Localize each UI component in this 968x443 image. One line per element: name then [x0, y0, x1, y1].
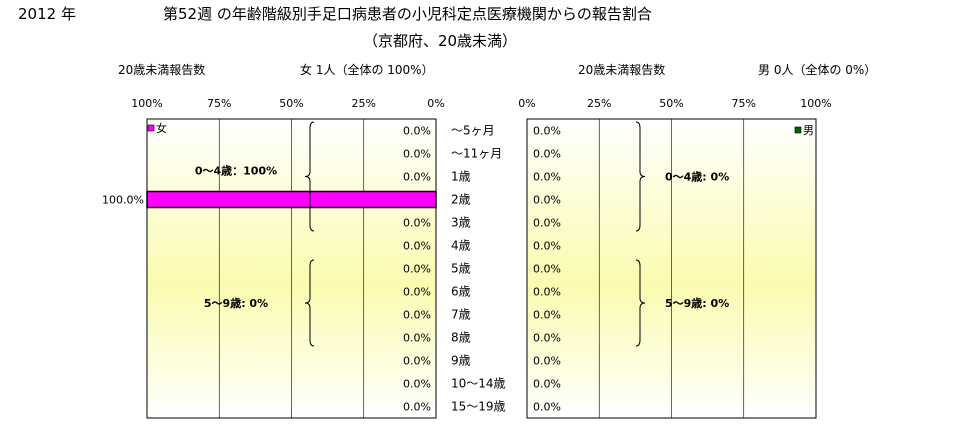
female-value-label: 0.0% [403, 355, 431, 368]
female-group-brace [304, 259, 315, 347]
male-group-brace [635, 121, 646, 232]
female-legend-label: 女 [156, 121, 167, 135]
age-category-label: ～5ヶ月 [451, 124, 495, 138]
male-value-label: 0.0% [533, 148, 561, 161]
chart-subtitle: （京都府、20歳未満） [363, 32, 517, 50]
female-value-label: 100.0% [102, 194, 144, 207]
age-category-label: 3歳 [451, 216, 471, 230]
male-value-label: 0.0% [533, 355, 561, 368]
female-value-label: 0.0% [403, 286, 431, 299]
male-value-label: 0.0% [533, 194, 561, 207]
male-group-label: 5～9歳: 0% [665, 296, 729, 310]
male-summary: 男 0人（全体の 0%） [758, 62, 876, 77]
age-category-label: 9歳 [451, 354, 471, 368]
age-category-label: 7歳 [451, 308, 471, 322]
male-legend-label: 男 [803, 124, 814, 137]
female-value-label: 0.0% [403, 263, 431, 276]
male-legend-swatch [794, 126, 802, 134]
year-label: 2012 年 [18, 5, 76, 23]
female-group-label: 0～4歳：100% [195, 164, 277, 178]
age-category-label: 4歳 [451, 239, 471, 253]
female-count-label: 20歳未満報告数 [118, 62, 205, 77]
male-value-label: 0.0% [533, 217, 561, 230]
female-axis-tick-label: 50% [279, 97, 303, 110]
female-value-label: 0.0% [403, 171, 431, 184]
male-value-label: 0.0% [533, 378, 561, 391]
age-category-label: ～11ヶ月 [451, 147, 502, 161]
female-value-label: 0.0% [403, 332, 431, 345]
female-value-label: 0.0% [403, 309, 431, 322]
female-axis-tick-label: 25% [352, 97, 376, 110]
male-value-label: 0.0% [533, 125, 561, 138]
male-value-label: 0.0% [533, 286, 561, 299]
age-category-label: 8歳 [451, 331, 471, 345]
male-axis-tick-label: 100% [800, 97, 831, 110]
female-value-label: 0.0% [403, 240, 431, 253]
age-category-label: 1歳 [451, 170, 471, 184]
age-category-label: 10～14歳 [451, 377, 506, 391]
male-axis-tick-label: 50% [659, 97, 683, 110]
female-value-label: 0.0% [403, 125, 431, 138]
male-value-label: 0.0% [533, 332, 561, 345]
male-value-label: 0.0% [533, 401, 561, 414]
female-group-label: 5～9歳: 0% [204, 296, 268, 310]
chart-title: 第52週 の年齢階級別手足口病患者の小児科定点医療機関からの報告割合 [163, 5, 652, 23]
female-axis-tick-label: 100% [131, 97, 162, 110]
age-category-label: 15～19歳 [451, 400, 506, 414]
female-group-brace [304, 121, 315, 232]
female-legend-swatch [147, 124, 155, 132]
female-value-label: 0.0% [403, 401, 431, 414]
female-value-label: 0.0% [403, 378, 431, 391]
female-bar [146, 190, 437, 209]
male-value-label: 0.0% [533, 171, 561, 184]
female-axis-tick-label: 0% [427, 97, 444, 110]
female-axis-tick-label: 75% [207, 97, 231, 110]
age-category-label: 6歳 [451, 285, 471, 299]
male-axis-tick-label: 25% [587, 97, 611, 110]
female-summary: 女 1人（全体の 100%） [300, 62, 434, 77]
age-category-label: 2歳 [451, 193, 471, 207]
male-group-brace [635, 259, 646, 347]
age-category-label: 5歳 [451, 262, 471, 276]
male-axis-tick-label: 75% [732, 97, 756, 110]
male-value-label: 0.0% [533, 309, 561, 322]
female-value-label: 0.0% [403, 148, 431, 161]
male-value-label: 0.0% [533, 263, 561, 276]
male-axis-tick-label: 0% [518, 97, 535, 110]
male-count-label: 20歳未満報告数 [578, 62, 665, 77]
male-group-label: 0～4歳: 0% [665, 170, 729, 184]
female-value-label: 0.0% [403, 217, 431, 230]
male-value-label: 0.0% [533, 240, 561, 253]
